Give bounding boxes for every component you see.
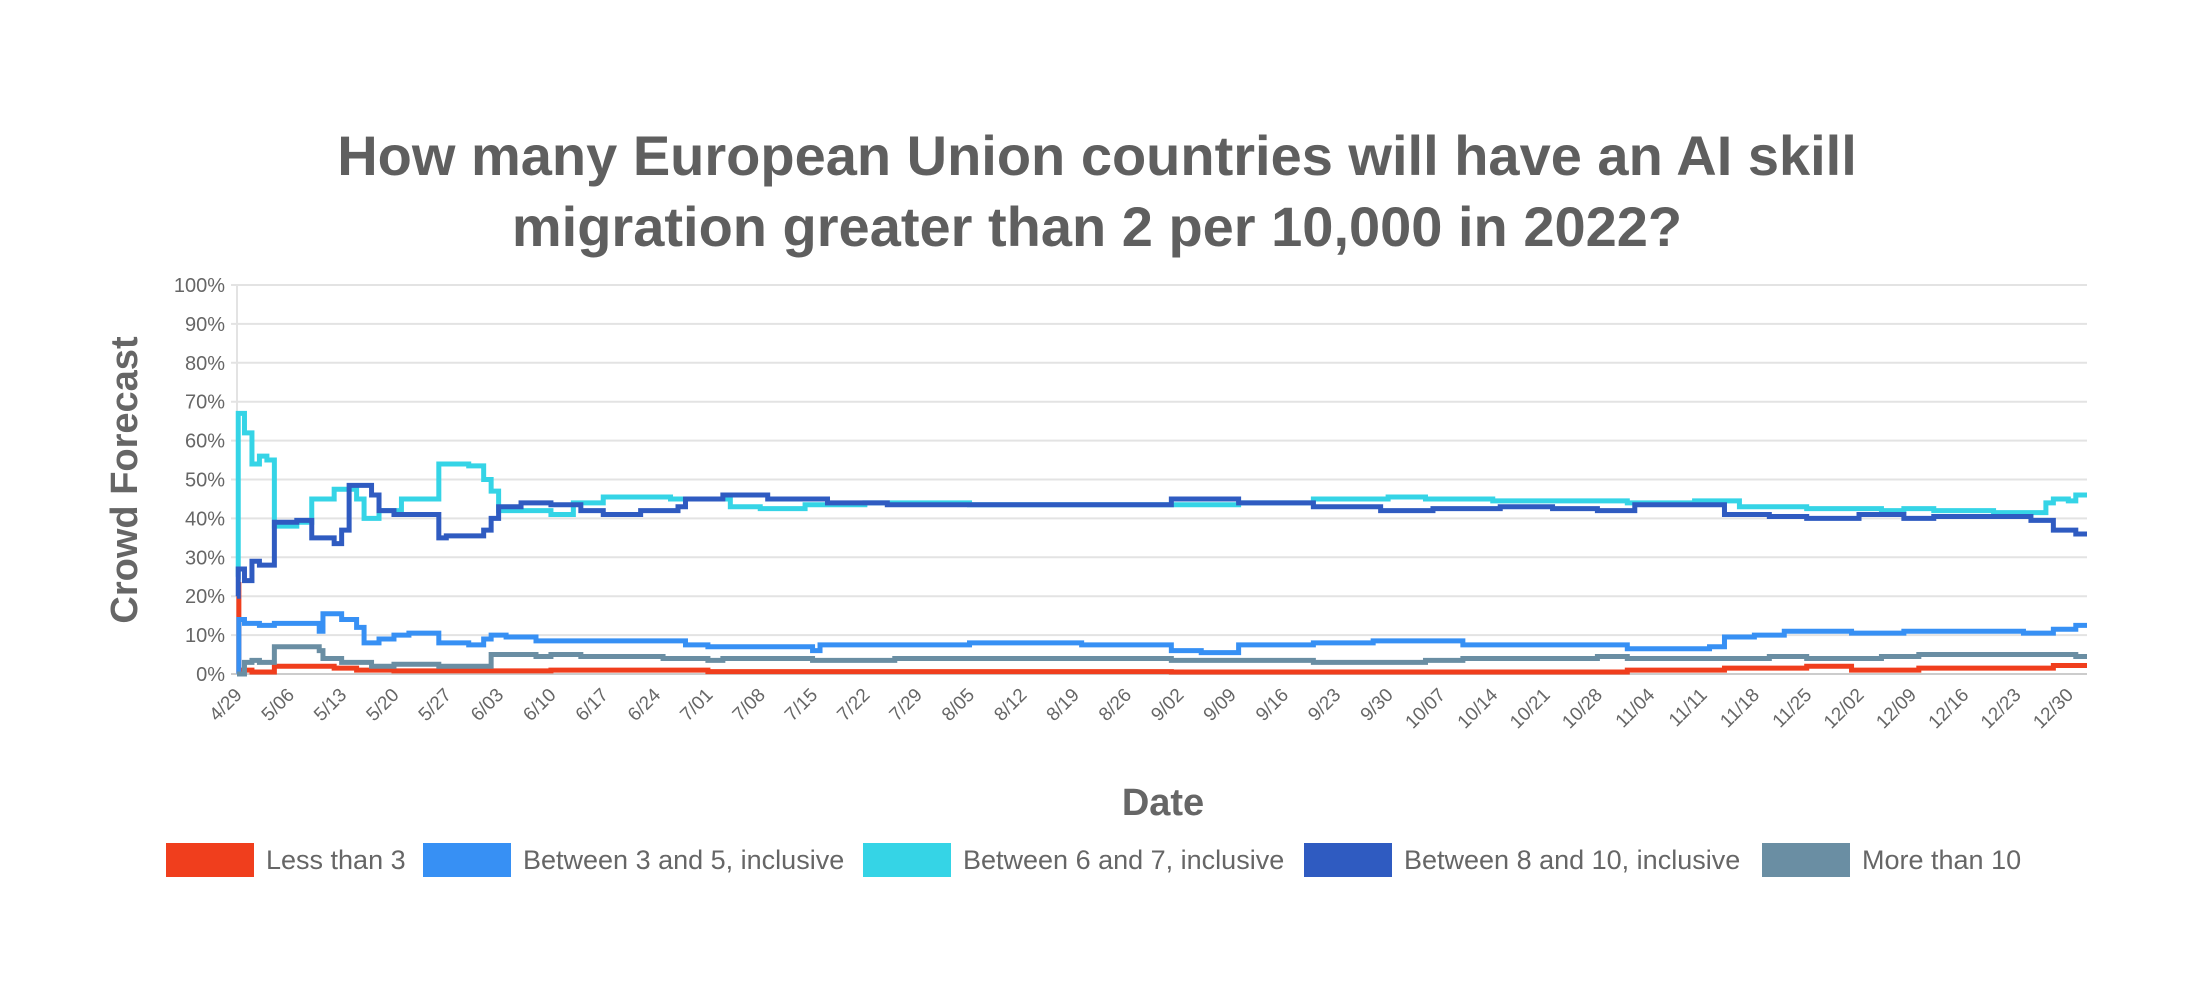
legend-swatch bbox=[423, 843, 511, 877]
legend-item[interactable]: Less than 3 bbox=[166, 843, 406, 877]
x-tick-label: 7/15 bbox=[781, 685, 822, 726]
y-tick-label: 90% bbox=[185, 314, 225, 336]
x-tick-label: 10/14 bbox=[1454, 684, 1503, 733]
legend-label: More than 10 bbox=[1862, 844, 2022, 875]
chart-title-line-1: How many European Union countries will h… bbox=[337, 124, 1857, 187]
x-tick-label: 12/09 bbox=[1872, 685, 1920, 733]
x-tick-label: 8/05 bbox=[938, 685, 979, 726]
x-tick-label: 7/08 bbox=[729, 685, 770, 726]
x-tick-label: 9/23 bbox=[1304, 685, 1345, 726]
x-tick-label: 10/21 bbox=[1506, 685, 1554, 733]
x-tick-label: 11/25 bbox=[1769, 685, 1816, 732]
y-axis-ticks: 0% 10% 20% 30% 40% 50% 60% 70% 80% 90% 100% bbox=[174, 275, 225, 686]
gridlines bbox=[231, 284, 2087, 675]
y-tick-label: 30% bbox=[185, 547, 225, 569]
x-tick-label: 11/11 bbox=[1665, 685, 1711, 731]
legend: Less than 3 Between 3 and 5, inclusive Bet… bbox=[0, 843, 2200, 879]
x-tick-label: 7/29 bbox=[886, 685, 927, 726]
legend-swatch bbox=[863, 843, 951, 877]
x-tick-label: 6/10 bbox=[519, 685, 560, 726]
x-tick-label: 6/24 bbox=[624, 684, 665, 725]
series-line-2 bbox=[235, 410, 2087, 580]
y-tick-label: 100% bbox=[174, 275, 225, 297]
x-tick-label: 7/22 bbox=[833, 685, 874, 726]
x-tick-label: 12/30 bbox=[2029, 685, 2077, 733]
series-lines bbox=[235, 410, 2087, 677]
legend-item[interactable]: Between 6 and 7, inclusive bbox=[863, 843, 1284, 877]
y-axis-label: Crowd Forecast bbox=[104, 336, 146, 624]
x-tick-label: 10/07 bbox=[1401, 685, 1449, 733]
legend-swatch bbox=[166, 843, 254, 877]
y-tick-label: 80% bbox=[185, 353, 225, 375]
x-tick-label: 5/27 bbox=[415, 685, 456, 726]
x-tick-label: 8/26 bbox=[1095, 685, 1136, 726]
legend-label: Between 8 and 10, inclusive bbox=[1404, 844, 1741, 875]
series-line-0 bbox=[236, 582, 2087, 675]
x-axis-ticks: 4/29 5/06 5/13 5/20 5/27 6/03 6/10 6/17 6/24 7/01… bbox=[206, 684, 2078, 733]
x-tick-label: 5/06 bbox=[258, 685, 299, 726]
x-tick-label: 4/29 bbox=[206, 685, 247, 726]
x-tick-label: 12/23 bbox=[1977, 685, 2025, 733]
x-tick-label: 5/20 bbox=[363, 685, 404, 726]
x-tick-label: 9/16 bbox=[1252, 685, 1293, 726]
y-tick-label: 0% bbox=[196, 664, 225, 686]
series-line-4 bbox=[237, 644, 2087, 677]
x-tick-label: 9/09 bbox=[1200, 685, 1241, 726]
x-axis-label: Date bbox=[1122, 782, 1204, 824]
x-tick-label: 6/03 bbox=[467, 685, 508, 726]
x-tick-label: 8/19 bbox=[1043, 685, 1084, 726]
x-tick-label: 9/02 bbox=[1147, 685, 1188, 726]
legend-item[interactable]: More than 10 bbox=[1762, 843, 2021, 877]
x-tick-label: 5/13 bbox=[310, 685, 351, 726]
legend-label: Less than 3 bbox=[266, 844, 406, 875]
y-tick-label: 10% bbox=[185, 625, 225, 647]
legend-item[interactable]: Between 8 and 10, inclusive bbox=[1304, 843, 1740, 877]
x-tick-label: 6/17 bbox=[572, 685, 613, 726]
legend-item[interactable]: Between 3 and 5, inclusive bbox=[423, 843, 844, 877]
x-tick-label: 7/01 bbox=[676, 685, 717, 726]
y-tick-label: 60% bbox=[185, 431, 225, 453]
x-tick-label: 12/16 bbox=[1925, 685, 1973, 733]
legend-label: Between 3 and 5, inclusive bbox=[523, 844, 845, 875]
series-line-3 bbox=[235, 482, 2087, 599]
y-tick-label: 20% bbox=[185, 586, 225, 608]
y-tick-label: 40% bbox=[185, 508, 225, 530]
chart-title-line-2: migration greater than 2 per 10,000 in 2… bbox=[512, 195, 1682, 258]
legend-swatch bbox=[1304, 843, 1392, 877]
legend-label: Between 6 and 7, inclusive bbox=[963, 844, 1285, 875]
legend-swatch bbox=[1762, 843, 1850, 877]
y-tick-label: 50% bbox=[185, 470, 225, 492]
x-tick-label: 9/30 bbox=[1357, 685, 1398, 726]
x-tick-label: 8/12 bbox=[990, 685, 1031, 726]
x-tick-label: 11/18 bbox=[1716, 685, 1763, 732]
y-tick-label: 70% bbox=[185, 392, 225, 414]
series-line-1 bbox=[236, 611, 2087, 677]
x-tick-label: 12/02 bbox=[1820, 685, 1868, 733]
x-tick-label: 10/28 bbox=[1558, 685, 1606, 733]
x-tick-label: 11/04 bbox=[1612, 684, 1660, 732]
